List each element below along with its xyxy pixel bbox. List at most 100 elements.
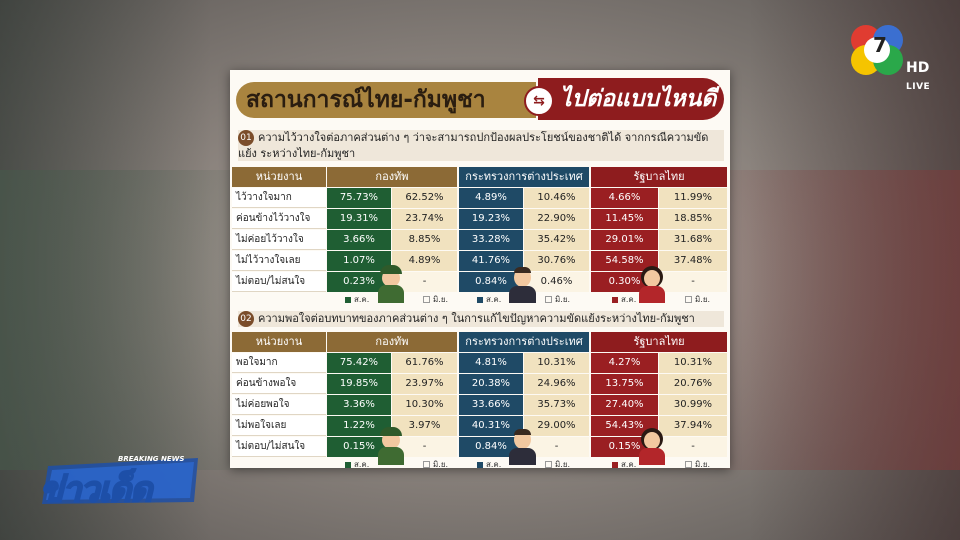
army-jun: 62.52% (392, 188, 457, 208)
gov-jun: 30.99% (659, 395, 727, 415)
gov-jun: 20.76% (659, 374, 727, 394)
table-row: ค่อนข้างไว้วางใจ 19.31% 23.74% 19.23% 22… (230, 209, 730, 230)
gov-jun: 10.31% (659, 353, 727, 373)
legend-gov-jun: มิ.ย. (685, 458, 710, 472)
mfa-aug: 20.38% (459, 374, 523, 394)
legend-gov-aug: ส.ค. (612, 458, 636, 472)
title-left: สถานการณ์ไทย-กัมพูชา (236, 82, 536, 118)
table-row: ไม่พอใจเลย 1.22% 3.97% 40.31% 29.00% 54.… (230, 416, 730, 437)
row-label: ค่อนข้างพอใจ (232, 374, 326, 394)
legend-mfa-aug: ส.ค. (477, 293, 501, 307)
army-aug: 1.22% (327, 416, 391, 436)
mfa-aug: 0.84% (459, 437, 523, 457)
gov-jun: 37.48% (659, 251, 727, 271)
question-1: 01 ความไว้วางใจต่อภาคส่วนต่าง ๆ ว่าจะสามา… (238, 130, 724, 161)
table-2-header: หน่วยงาน กองทัพ กระทรวงการต่างประเทศ รัฐ… (230, 332, 730, 352)
question-1-text: ความไว้วางใจต่อภาคส่วนต่าง ๆ ว่าจะสามารถ… (238, 131, 709, 160)
gov-aug: 13.75% (591, 374, 658, 394)
army-jun: - (392, 437, 457, 457)
mfa-jun: 0.46% (524, 272, 589, 292)
hd-label: HD (906, 60, 930, 76)
mfa-aug: 41.76% (459, 251, 523, 271)
mfa-aug: 40.31% (459, 416, 523, 436)
mfa-jun: 24.96% (524, 374, 589, 394)
legend-army-aug: ส.ค. (345, 293, 369, 307)
gov-aug: 4.66% (591, 188, 658, 208)
legend-mfa-jun: มิ.ย. (545, 458, 570, 472)
gov-jun: 11.99% (659, 188, 727, 208)
table-row: ไม่ตอบ/ไม่สนใจ 0.15% - 0.84% - 0.15% - (230, 437, 730, 458)
gov-jun: - (659, 272, 727, 292)
table-2-legend: ส.ค. มิ.ย. ส.ค. มิ.ย. ส.ค. มิ.ย. (230, 458, 730, 472)
mfa-aug: 33.28% (459, 230, 523, 250)
table-1-header: หน่วยงาน กองทัพ กระทรวงการต่างประเทศ รัฐ… (230, 167, 730, 187)
program-name: ข่าวเด็ด (39, 469, 153, 511)
header-mfa: กระทรวงการต่างประเทศ (459, 332, 589, 352)
army-jun: - (392, 272, 457, 292)
army-aug: 75.73% (327, 188, 391, 208)
program-logo-icon (42, 458, 198, 504)
mfa-jun: 10.46% (524, 188, 589, 208)
double-arrow-icon: ⇆ (524, 86, 554, 116)
question-2-number: 02 (238, 311, 254, 327)
row-label: ไม่ตอบ/ไม่สนใจ (232, 437, 326, 457)
army-jun: 10.30% (392, 395, 457, 415)
legend-gov-jun: มิ.ย. (685, 293, 710, 307)
mfa-aug: 33.66% (459, 395, 523, 415)
army-jun: 61.76% (392, 353, 457, 373)
army-jun: 8.85% (392, 230, 457, 250)
row-label: ไม่ไว้วางใจเลย (232, 251, 326, 271)
army-aug: 19.85% (327, 374, 391, 394)
mfa-aug: 0.84% (459, 272, 523, 292)
army-aug: 1.07% (327, 251, 391, 271)
table-row: พอใจมาก 75.42% 61.76% 4.81% 10.31% 4.27%… (230, 353, 730, 374)
table-row: ไม่ค่อยไว้วางใจ 3.66% 8.85% 33.28% 35.42… (230, 230, 730, 251)
army-aug: 75.42% (327, 353, 391, 373)
channel-number: 7 (873, 33, 887, 57)
legend-gov-aug: ส.ค. (612, 293, 636, 307)
army-aug: 19.31% (327, 209, 391, 229)
gov-jun: - (659, 437, 727, 457)
army-aug: 3.66% (327, 230, 391, 250)
army-aug: 3.36% (327, 395, 391, 415)
row-label: ไว้วางใจมาก (232, 188, 326, 208)
gov-aug: 54.58% (591, 251, 658, 271)
table-row: ไว้วางใจมาก 75.73% 62.52% 4.89% 10.46% 4… (230, 188, 730, 209)
header-army: กองทัพ (327, 332, 457, 352)
infographic-card: สถานการณ์ไทย-กัมพูชา ไปต่อแบบไหนดี ⇆ 01 ค… (230, 70, 730, 469)
gov-aug: 54.43% (591, 416, 658, 436)
gov-aug: 4.27% (591, 353, 658, 373)
table-row: ค่อนข้างพอใจ 19.85% 23.97% 20.38% 24.96%… (230, 374, 730, 395)
table-row: ไม่ค่อยพอใจ 3.36% 10.30% 33.66% 35.73% 2… (230, 395, 730, 416)
row-label: ไม่ตอบ/ไม่สนใจ (232, 272, 326, 292)
mfa-jun: 29.00% (524, 416, 589, 436)
army-jun: 4.89% (392, 251, 457, 271)
row-label: ค่อนข้างไว้วางใจ (232, 209, 326, 229)
header-mfa: กระทรวงการต่างประเทศ (459, 167, 589, 187)
gov-aug: 29.01% (591, 230, 658, 250)
channel-7-logo-icon (851, 25, 903, 75)
legend-army-jun: มิ.ย. (423, 293, 448, 307)
infographic-title: สถานการณ์ไทย-กัมพูชา ไปต่อแบบไหนดี ⇆ (236, 78, 724, 120)
gov-jun: 37.94% (659, 416, 727, 436)
row-label: ไม่ค่อยไว้วางใจ (232, 230, 326, 250)
mfa-jun: 10.31% (524, 353, 589, 373)
gov-aug: 27.40% (591, 395, 658, 415)
header-gov: รัฐบาลไทย (591, 167, 727, 187)
mfa-aug: 4.89% (459, 188, 523, 208)
header-gov: รัฐบาลไทย (591, 332, 727, 352)
army-jun: 23.74% (392, 209, 457, 229)
row-label: พอใจมาก (232, 353, 326, 373)
header-unit: หน่วยงาน (232, 332, 326, 352)
army-aug: 0.15% (327, 437, 391, 457)
mfa-jun: 35.73% (524, 395, 589, 415)
gov-aug: 11.45% (591, 209, 658, 229)
mfa-jun: 30.76% (524, 251, 589, 271)
legend-army-aug: ส.ค. (345, 458, 369, 472)
legend-mfa-aug: ส.ค. (477, 458, 501, 472)
breaking-news-label: BREAKING NEWS (118, 455, 185, 463)
mfa-aug: 4.81% (459, 353, 523, 373)
question-2: 02 ความพอใจต่อบทบาทของภาคส่วนต่าง ๆ ในการ… (238, 311, 724, 327)
header-unit: หน่วยงาน (232, 167, 326, 187)
question-1-number: 01 (238, 130, 254, 146)
